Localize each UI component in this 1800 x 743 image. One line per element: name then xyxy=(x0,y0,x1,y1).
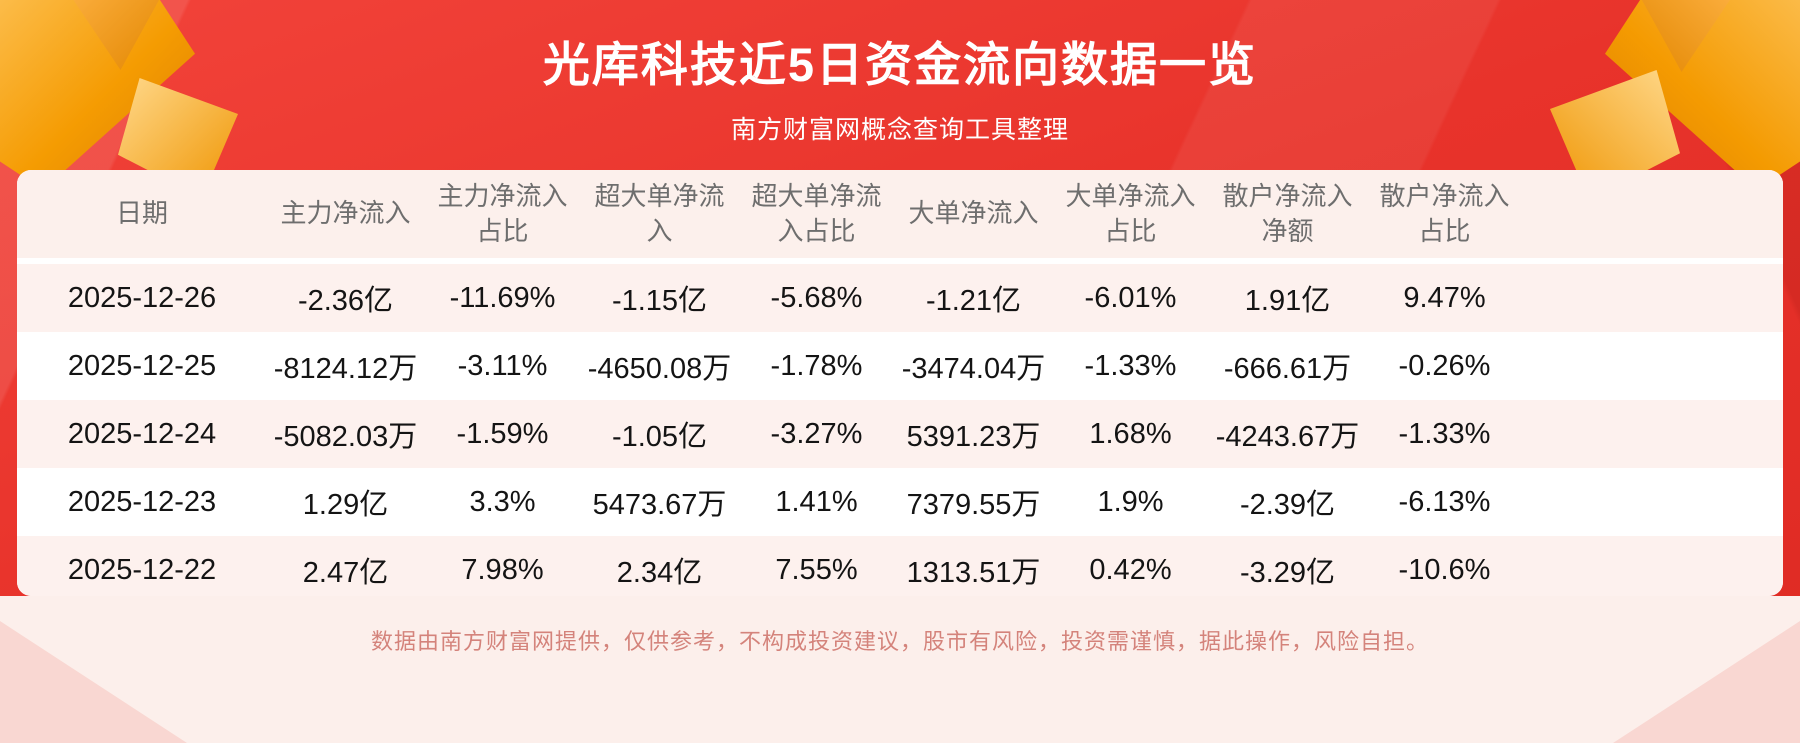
filler-cell xyxy=(1523,400,1783,468)
table-header-row: 日期 主力净流入 主力净流入占比 超大单净流入 超大单净流入占比 大单净流入 大… xyxy=(17,170,1783,264)
cell-retail-net-inflow: -4243.67万 xyxy=(1215,421,1360,453)
table-row: 2025-12-23 1.29亿 3.3% 5473.67万 1.41% 737… xyxy=(17,468,1783,536)
col-filler xyxy=(1523,170,1783,264)
filler-cell xyxy=(1523,536,1783,596)
table-row: 2025-12-22 2.47亿 7.98% 2.34亿 7.55% 1313.… xyxy=(17,536,1783,596)
cell-large-order-net-inflow: 1313.51万 xyxy=(906,557,1041,589)
table-row: 2025-12-24 -5082.03万 -1.59% -1.05亿 -3.27… xyxy=(17,400,1783,468)
cell-date: 2025-12-25 xyxy=(67,349,217,382)
disclaimer-text: 数据由南方财富网提供，仅供参考，不构成投资建议，股市有风险，投资需谨慎，据此操作… xyxy=(370,629,1429,654)
col-main-net-inflow: 主力净流入 xyxy=(267,170,424,264)
cell-xl-order-net-inflow: -1.05亿 xyxy=(611,421,708,453)
cell-date: 2025-12-23 xyxy=(67,485,217,518)
data-table-card: 南方财富网 Southmoney.com 日期 主力净流入 主力净流入占比 超大… xyxy=(17,170,1783,596)
fund-flow-table: 日期 主力净流入 主力净流入占比 超大单净流入 超大单净流入占比 大单净流入 大… xyxy=(17,170,1783,596)
cell-xl-order-net-inflow: -1.15亿 xyxy=(611,285,708,317)
cell-retail-net-inflow-pct: 9.47% xyxy=(1403,281,1486,314)
cell-retail-net-inflow: -2.39亿 xyxy=(1239,489,1336,521)
cell-xl-order-net-inflow-pct: 1.41% xyxy=(775,485,858,518)
cell-main-net-inflow-pct: -3.11% xyxy=(457,349,548,382)
cell-xl-order-net-inflow-pct: 7.55% xyxy=(775,553,858,586)
watermark-cn-text: 南方财富网 xyxy=(453,410,1224,517)
cell-main-net-inflow-pct: 7.98% xyxy=(461,553,544,586)
watermark-en-text: Southmoney.com xyxy=(524,497,1153,568)
cell-retail-net-inflow-pct: -6.13% xyxy=(1398,485,1491,518)
cell-main-net-inflow-pct: -11.69% xyxy=(449,281,556,314)
cell-date: 2025-12-24 xyxy=(67,417,217,450)
cell-large-order-net-inflow: 7379.55万 xyxy=(906,489,1041,521)
cell-retail-net-inflow: -3.29亿 xyxy=(1239,557,1336,589)
cell-large-order-net-inflow-pct: 0.42% xyxy=(1089,553,1172,586)
page-title: 光库科技近5日资金流向数据一览 xyxy=(542,38,1258,91)
cell-large-order-net-inflow-pct: 1.68% xyxy=(1089,417,1172,450)
cell-retail-net-inflow-pct: -0.26% xyxy=(1398,349,1491,382)
cell-main-net-inflow: -2.36亿 xyxy=(297,285,394,317)
col-large-order-net-inflow-pct: 大单净流入占比 xyxy=(1052,170,1209,264)
cell-large-order-net-inflow-pct: -1.33% xyxy=(1084,349,1177,382)
cell-retail-net-inflow-pct: -1.33% xyxy=(1398,417,1491,450)
cell-main-net-inflow-pct: -1.59% xyxy=(456,417,549,450)
cell-large-order-net-inflow-pct: -6.01% xyxy=(1084,281,1177,314)
page-subtitle: 南方财富网概念查询工具整理 xyxy=(730,116,1069,144)
cell-retail-net-inflow: 1.91亿 xyxy=(1244,285,1331,317)
cell-large-order-net-inflow: 5391.23万 xyxy=(906,421,1041,453)
cell-xl-order-net-inflow: 5473.67万 xyxy=(592,489,727,521)
filler-cell xyxy=(1523,261,1783,332)
cell-xl-order-net-inflow-pct: -5.68% xyxy=(770,281,863,314)
cell-main-net-inflow: -8124.12万 xyxy=(273,353,418,385)
col-retail-net-inflow: 散户净流入净额 xyxy=(1209,170,1366,264)
col-retail-net-inflow-pct: 散户净流入占比 xyxy=(1366,170,1523,264)
cell-xl-order-net-inflow: 2.34亿 xyxy=(616,557,703,589)
cell-large-order-net-inflow: -3474.04万 xyxy=(901,353,1046,385)
cell-date: 2025-12-26 xyxy=(67,281,217,314)
cell-retail-net-inflow: -666.61万 xyxy=(1223,353,1352,385)
table-row: 2025-12-26 -2.36亿 -11.69% -1.15亿 -5.68% … xyxy=(17,261,1783,332)
cell-large-order-net-inflow-pct: 1.9% xyxy=(1097,485,1164,518)
cell-retail-net-inflow-pct: -10.6% xyxy=(1398,553,1491,586)
watermark: 南方财富网 Southmoney.com xyxy=(453,385,1223,570)
table-row: 2025-12-25 -8124.12万 -3.11% -4650.08万 -1… xyxy=(17,332,1783,400)
cell-date: 2025-12-22 xyxy=(67,553,217,586)
col-xl-order-net-inflow: 超大单净流入 xyxy=(581,170,738,264)
cell-main-net-inflow: 1.29亿 xyxy=(302,489,389,521)
filler-cell xyxy=(1523,332,1783,400)
filler-cell xyxy=(1523,468,1783,536)
cell-main-net-inflow: 2.47亿 xyxy=(302,557,389,589)
col-date: 日期 xyxy=(17,170,267,264)
cell-main-net-inflow: -5082.03万 xyxy=(273,421,418,453)
cell-xl-order-net-inflow-pct: -1.78% xyxy=(770,349,863,382)
cell-large-order-net-inflow: -1.21亿 xyxy=(925,285,1022,317)
col-main-net-inflow-pct: 主力净流入占比 xyxy=(424,170,581,264)
col-xl-order-net-inflow-pct: 超大单净流入占比 xyxy=(738,170,895,264)
col-large-order-net-inflow: 大单净流入 xyxy=(895,170,1052,264)
cell-main-net-inflow-pct: 3.3% xyxy=(469,485,536,518)
cell-xl-order-net-inflow-pct: -3.27% xyxy=(770,417,863,450)
cell-xl-order-net-inflow: -4650.08万 xyxy=(587,353,732,385)
footer-band: 数据由南方财富网提供，仅供参考，不构成投资建议，股市有风险，投资需谨慎，据此操作… xyxy=(0,596,1800,743)
